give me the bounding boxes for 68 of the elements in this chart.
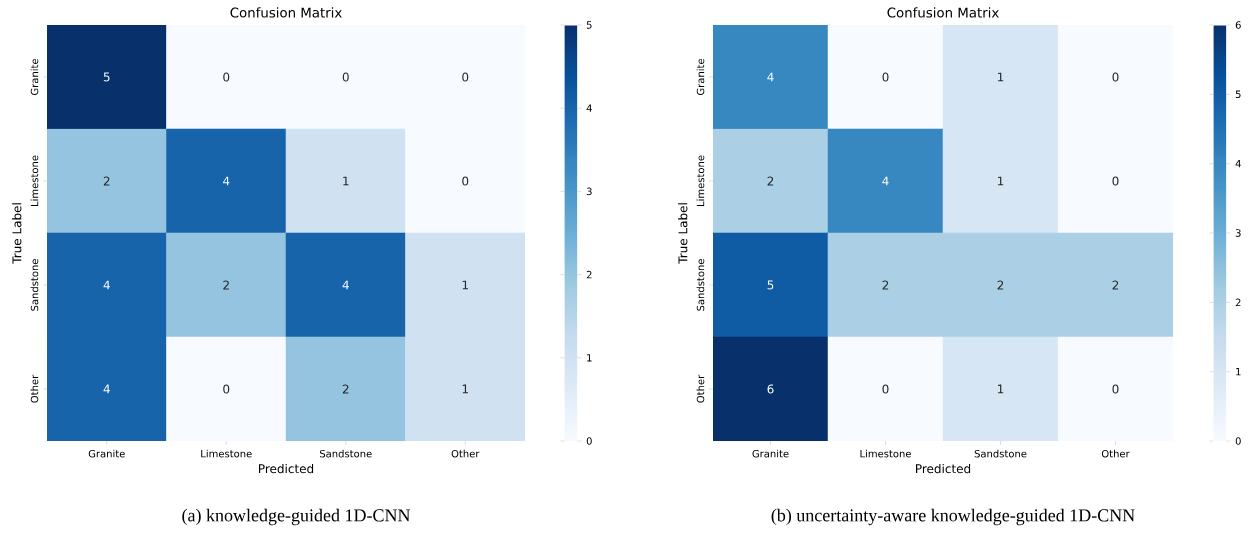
y-axis-title: True Label [678, 203, 688, 264]
x-tick-label: Sandstone [319, 449, 372, 458]
data-label: 1 [998, 176, 1004, 186]
data-label: 1 [998, 72, 1004, 82]
data-label: 4 [882, 176, 889, 186]
color-bar-label: 4 [586, 104, 592, 112]
text: (b) uncertainty-aware knowledge-guided 1D-CNN [771, 508, 1135, 526]
color-bar-label: 3 [1235, 229, 1241, 237]
data-label: 6 [767, 384, 774, 394]
data-label: 2 [767, 176, 774, 186]
data-label: 1 [462, 280, 468, 290]
color-bar-label: 6 [1235, 21, 1241, 29]
data-label: 4 [342, 280, 349, 290]
data-label: 5 [767, 280, 774, 290]
x-axis-title: Predicted [259, 463, 314, 474]
data-label: 0 [882, 384, 889, 394]
data-label: 4 [767, 72, 774, 82]
color-bar-label: 5 [586, 21, 592, 29]
y-tick-label: Granite [30, 58, 39, 96]
x-tick-label: Limestone [860, 449, 911, 458]
chart-title: Confusion Matrix [887, 7, 999, 18]
x-tick-label: Other [1101, 449, 1130, 458]
x-tick-label: Granite [752, 449, 789, 458]
x-axis-title: Predicted [916, 463, 971, 474]
data-label: 4 [223, 176, 230, 186]
data-label: 0 [223, 384, 230, 394]
color-bar-label: 5 [1235, 90, 1241, 99]
data-label: 5 [103, 72, 110, 82]
data-label: 4 [103, 280, 110, 290]
x-tick-label: Sandstone [974, 449, 1027, 458]
color-bar-label: 4 [1235, 160, 1241, 168]
y-tick-label: Other [30, 374, 39, 403]
data-label: 0 [223, 72, 230, 82]
data-label: 2 [882, 280, 889, 290]
color-bar-label: 3 [586, 187, 592, 196]
x-tick-label: Limestone [201, 449, 252, 458]
color-bar-label: 2 [1235, 298, 1241, 307]
data-label: 1 [462, 384, 468, 394]
data-label: 0 [1112, 176, 1119, 186]
color-bar-label: 2 [586, 270, 592, 279]
data-label: 0 [462, 176, 469, 186]
chart-title: Confusion Matrix [230, 7, 342, 18]
data-label: 0 [1112, 72, 1119, 82]
data-label: 2 [103, 176, 110, 186]
data-label: 0 [342, 72, 349, 82]
y-axis-title: True Label [12, 203, 22, 264]
y-tick-label: Limestone [30, 155, 39, 206]
data-label: 0 [462, 72, 469, 82]
text: (a) knowledge-guided 1D-CNN [182, 508, 411, 526]
y-tick-label: Limestone [696, 155, 705, 206]
y-tick-label: Sandstone [30, 259, 39, 311]
y-tick-label: Granite [696, 58, 705, 96]
data-label: 1 [343, 176, 349, 186]
y-tick-label: Other [696, 374, 705, 403]
y-tick-label: Sandstone [696, 259, 705, 311]
color-bar-label: 0 [1235, 437, 1241, 445]
data-label: 0 [1112, 384, 1119, 394]
x-tick-label: Other [451, 449, 480, 458]
data-label: 2 [223, 280, 229, 290]
data-label: 1 [998, 384, 1004, 394]
color-bar-label: 0 [586, 437, 592, 445]
data-label: 2 [997, 280, 1004, 290]
color-bar-label: 1 [1236, 368, 1241, 376]
x-tick-label: Granite [88, 449, 125, 458]
data-label: 4 [103, 384, 110, 394]
data-label: 0 [882, 72, 889, 82]
data-label: 2 [1112, 280, 1119, 290]
color-bar-label: 1 [587, 354, 592, 362]
